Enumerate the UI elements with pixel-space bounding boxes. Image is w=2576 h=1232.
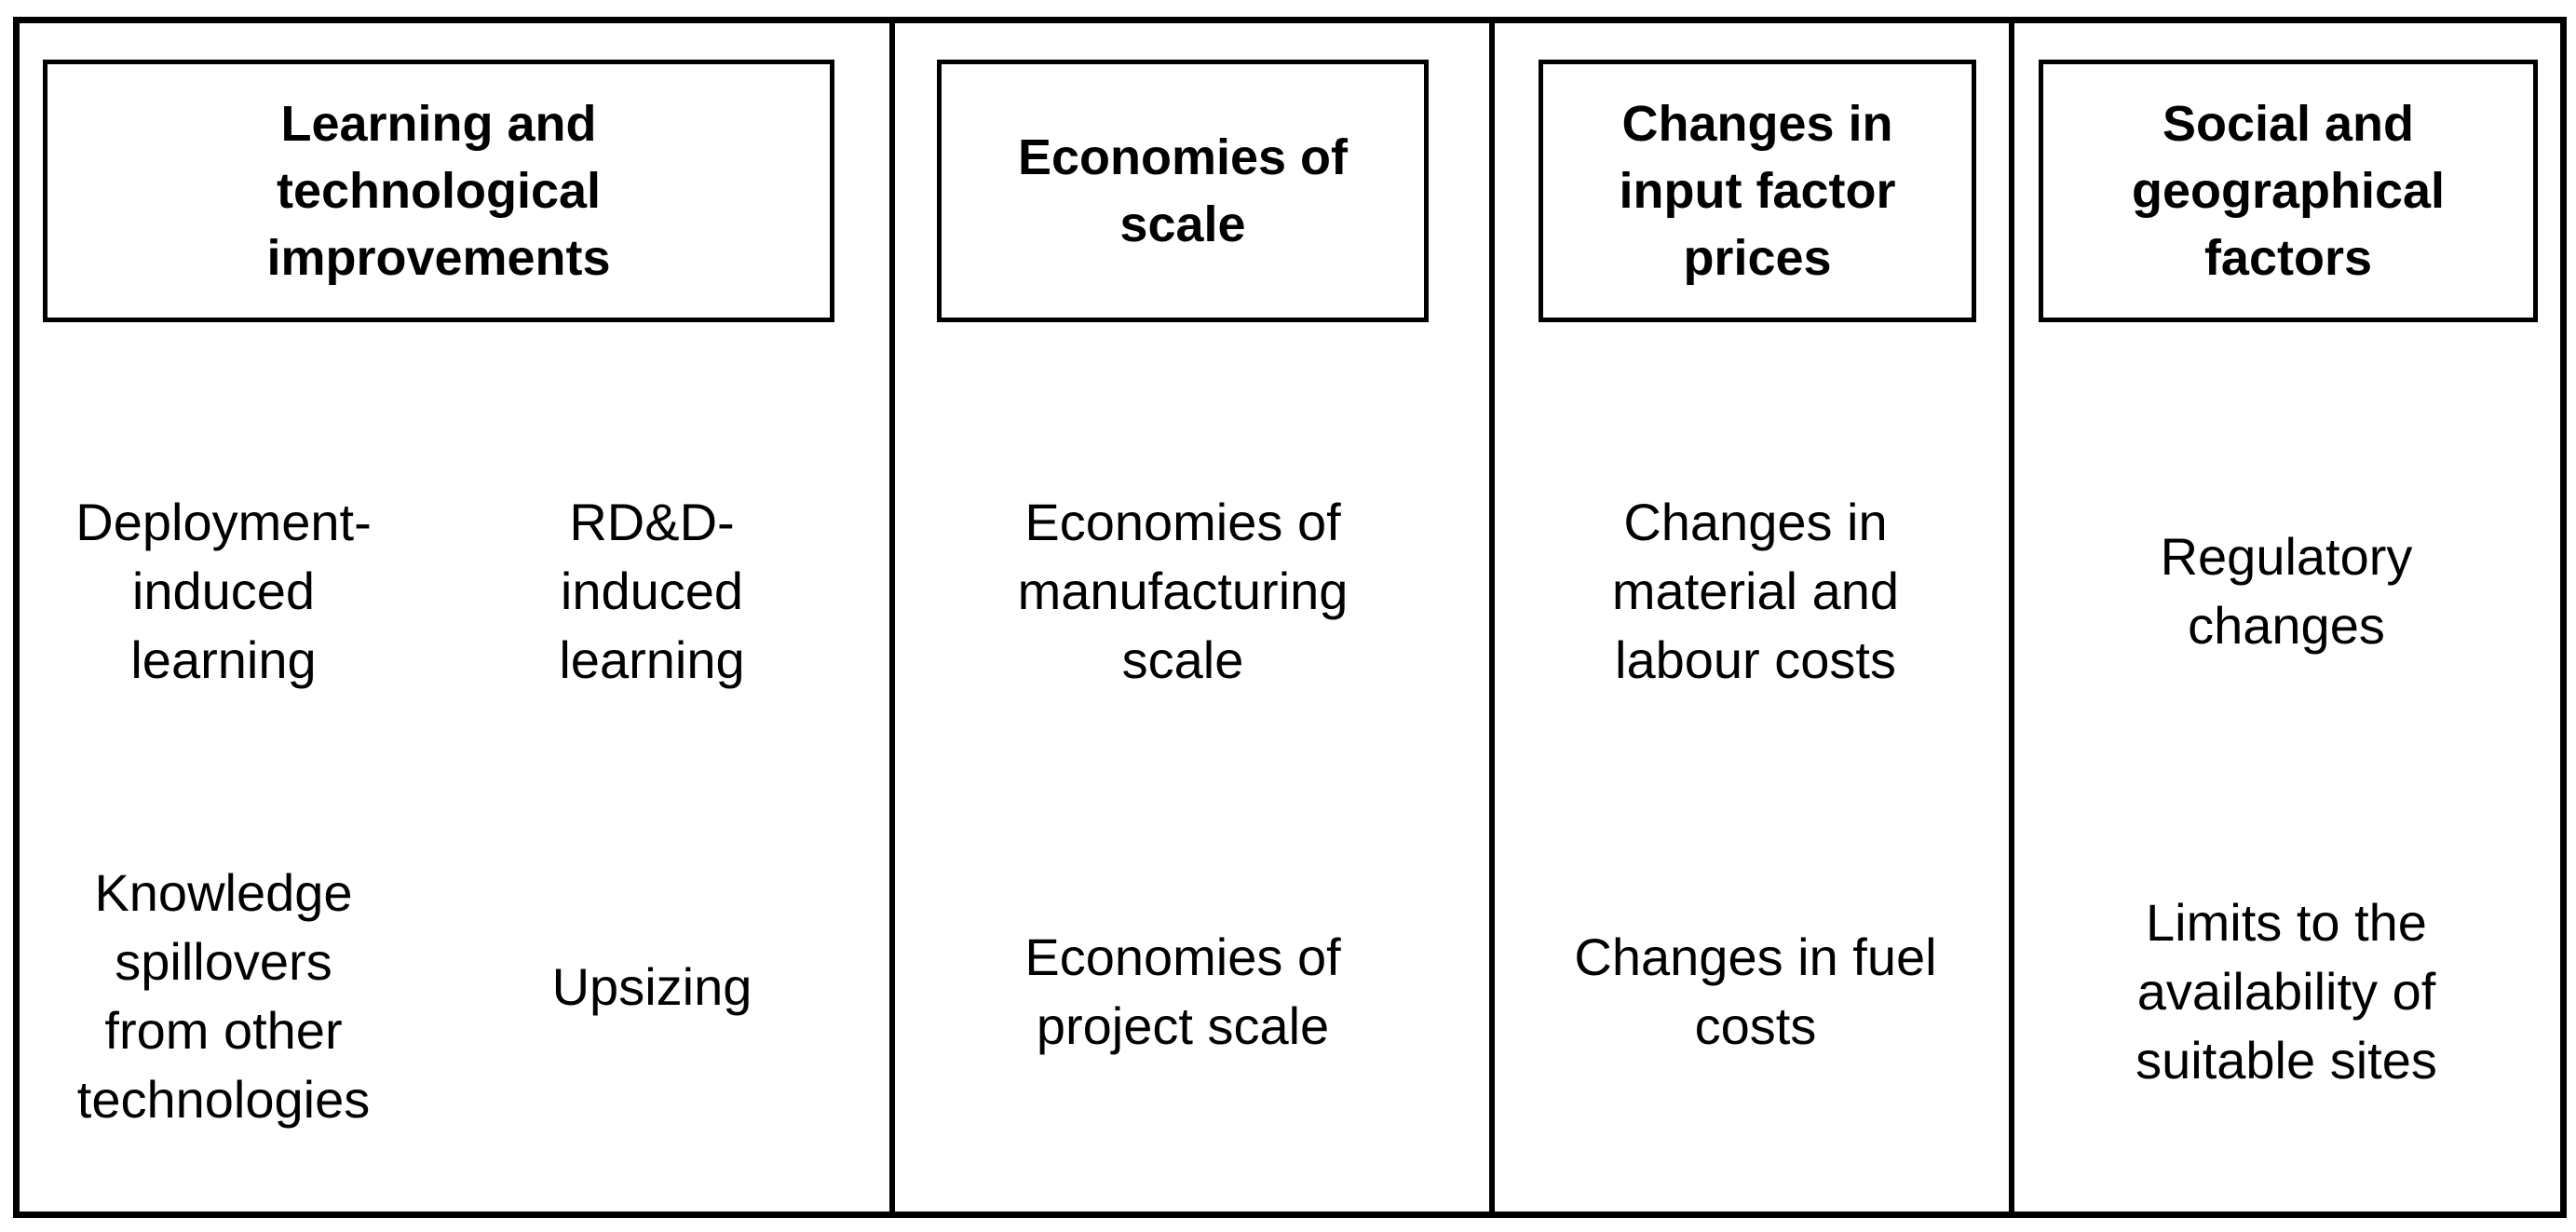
item-manufacturing-scale: Economies of manufacturing scale <box>1017 493 1349 689</box>
item-rdd-induced-learning: RD&D- induced learning <box>559 493 745 689</box>
column-divider <box>2009 17 2014 1218</box>
header-economies-of-scale: Economies of scale <box>937 60 1429 322</box>
item-deployment-induced-learning: Deployment- induced learning <box>75 493 372 689</box>
outer-frame <box>13 17 2567 1218</box>
item-material-labour-costs: Changes in material and labour costs <box>1611 493 1900 689</box>
item-regulatory-changes: Regulatory changes <box>2160 527 2413 655</box>
header-social-geographical: Social and geographical factors <box>2039 60 2538 322</box>
column-divider <box>889 17 895 1218</box>
item-upsizing: Upsizing <box>551 957 752 1016</box>
header-input-factor-prices: Changes in input factor prices <box>1539 60 1976 322</box>
column-divider <box>1489 17 1495 1218</box>
item-project-scale: Economies of project scale <box>1024 927 1341 1055</box>
item-knowledge-spillovers: Knowledge spillovers from other technolo… <box>76 863 371 1129</box>
item-site-availability: Limits to the availability of suitable s… <box>2135 893 2437 1090</box>
item-fuel-costs: Changes in fuel costs <box>1574 927 1937 1055</box>
header-learning: Learning and technological improvements <box>43 60 834 322</box>
